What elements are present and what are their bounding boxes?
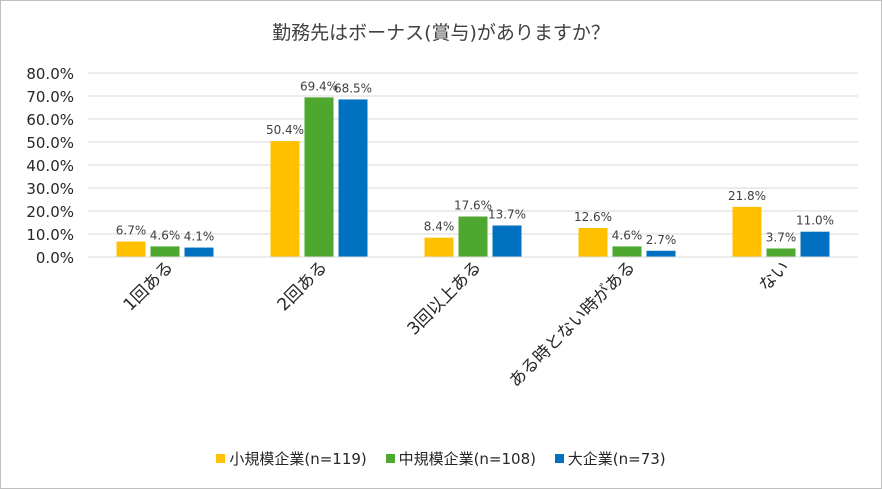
- y-tick-label: 20.0%: [26, 203, 74, 221]
- data-label: 3.7%: [766, 230, 797, 244]
- legend-label-small: 小規模企業(n=119): [229, 450, 367, 468]
- bar: [766, 248, 796, 257]
- y-tick-label: 70.0%: [26, 88, 74, 106]
- bar: [184, 247, 214, 257]
- bar: [646, 250, 676, 257]
- bar: [458, 216, 488, 257]
- x-tick-label: ない: [755, 257, 793, 295]
- data-label: 8.4%: [424, 220, 455, 234]
- data-label: 50.4%: [266, 123, 304, 137]
- y-tick-label: 40.0%: [26, 157, 74, 175]
- y-tick-label: 60.0%: [26, 111, 74, 129]
- legend-label-large: 大企業(n=73): [567, 450, 666, 468]
- y-tick-label: 10.0%: [26, 226, 74, 244]
- data-label: 69.4%: [300, 79, 338, 93]
- bar: [338, 99, 368, 257]
- bar: [304, 97, 334, 257]
- y-tick-label: 30.0%: [26, 180, 74, 198]
- legend-entry-medium: 中規模企業(n=108): [385, 448, 536, 469]
- data-label: 68.5%: [334, 81, 372, 95]
- data-label: 12.6%: [574, 210, 612, 224]
- bar: [578, 228, 608, 257]
- legend-swatch-small: [216, 454, 226, 463]
- data-label: 6.7%: [116, 224, 147, 238]
- legend-entry-small: 小規模企業(n=119): [216, 448, 367, 469]
- data-label: 4.1%: [184, 230, 215, 244]
- bar: [612, 246, 642, 257]
- bar: [732, 206, 762, 257]
- x-tick-label: 3回以上ある: [404, 257, 486, 339]
- data-label: 11.0%: [796, 214, 834, 228]
- data-label: 17.6%: [454, 199, 492, 213]
- bar: [424, 237, 454, 257]
- bar: [492, 225, 522, 257]
- x-tick-label: 2回ある: [274, 257, 332, 315]
- legend-swatch-medium: [385, 454, 395, 463]
- data-label: 4.6%: [150, 228, 181, 242]
- data-label: 21.8%: [728, 189, 766, 203]
- y-tick-label: 80.0%: [26, 65, 74, 83]
- bar: [270, 141, 300, 257]
- data-label: 13.7%: [488, 207, 526, 221]
- bar: [150, 246, 180, 257]
- x-tick-label: ある時とない時がある: [506, 257, 640, 391]
- legend-entry-large: 大企業(n=73): [554, 448, 666, 469]
- y-tick-label: 0.0%: [36, 249, 74, 267]
- data-label: 4.6%: [612, 228, 643, 242]
- legend-swatch-large: [554, 454, 564, 463]
- y-tick-label: 50.0%: [26, 134, 74, 152]
- chart-title: 勤務先はボーナス(賞与)がありますか？: [272, 22, 610, 44]
- bar: [800, 231, 830, 257]
- legend-label-medium: 中規模企業(n=108): [398, 450, 536, 468]
- data-label: 2.7%: [646, 233, 677, 247]
- legend: 小規模企業(n=119) 中規模企業(n=108) 大企業(n=73): [0, 448, 882, 469]
- x-tick-label: 1回ある: [120, 257, 178, 315]
- bar: [116, 241, 146, 257]
